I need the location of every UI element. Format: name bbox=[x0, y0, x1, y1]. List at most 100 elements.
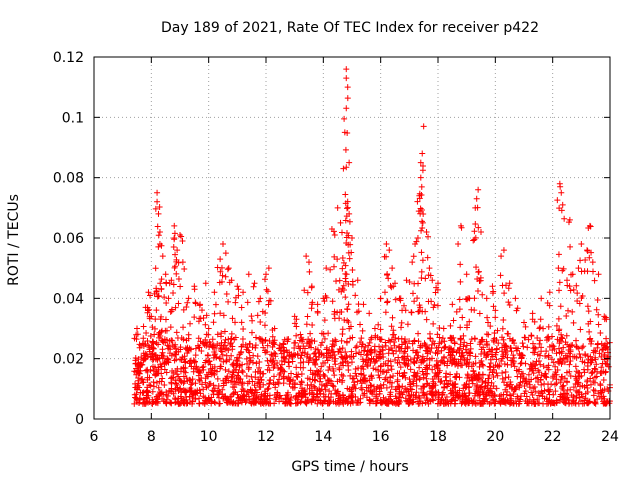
data-point bbox=[545, 352, 552, 359]
data-point bbox=[173, 256, 180, 263]
data-point bbox=[194, 366, 201, 373]
data-point bbox=[576, 300, 583, 307]
data-point bbox=[429, 277, 436, 284]
data-point bbox=[502, 374, 509, 381]
data-point bbox=[229, 384, 236, 391]
data-point bbox=[573, 282, 580, 289]
data-point bbox=[205, 369, 212, 376]
data-point bbox=[155, 293, 162, 300]
x-tick-label: 24 bbox=[601, 429, 619, 445]
data-point bbox=[245, 388, 252, 395]
data-point bbox=[373, 400, 380, 407]
data-point bbox=[555, 265, 562, 272]
data-point bbox=[340, 373, 347, 380]
data-point bbox=[429, 396, 436, 403]
data-point bbox=[246, 354, 253, 361]
data-point bbox=[278, 343, 285, 350]
data-point bbox=[387, 389, 394, 396]
data-point bbox=[257, 336, 264, 343]
data-point bbox=[418, 357, 425, 364]
data-point bbox=[339, 359, 346, 366]
data-point bbox=[484, 382, 491, 389]
data-point bbox=[496, 362, 503, 369]
data-point bbox=[286, 376, 293, 383]
data-point bbox=[381, 376, 388, 383]
data-point bbox=[377, 363, 384, 370]
data-point bbox=[490, 303, 497, 310]
data-point bbox=[180, 324, 187, 331]
data-point bbox=[441, 345, 448, 352]
data-point bbox=[317, 387, 324, 394]
data-point bbox=[293, 400, 300, 407]
data-point bbox=[385, 275, 392, 282]
data-point bbox=[413, 389, 420, 396]
data-point bbox=[229, 315, 236, 322]
data-point bbox=[228, 277, 235, 284]
data-point bbox=[182, 358, 189, 365]
data-point bbox=[530, 370, 537, 377]
data-point bbox=[554, 336, 561, 343]
data-point bbox=[521, 319, 527, 326]
data-point bbox=[443, 394, 450, 401]
data-point bbox=[579, 400, 586, 407]
data-point bbox=[388, 345, 395, 352]
data-point bbox=[190, 365, 197, 372]
data-point bbox=[225, 368, 232, 375]
data-point bbox=[464, 371, 471, 378]
data-point bbox=[434, 371, 441, 378]
data-point bbox=[500, 247, 507, 254]
x-tick-label: 10 bbox=[200, 429, 218, 445]
data-point bbox=[564, 386, 571, 393]
data-point bbox=[196, 400, 203, 407]
data-point bbox=[528, 362, 535, 369]
data-point bbox=[353, 350, 360, 357]
data-point bbox=[298, 352, 305, 359]
data-point bbox=[422, 399, 429, 406]
data-point bbox=[563, 396, 570, 403]
data-point bbox=[585, 399, 592, 406]
data-point bbox=[341, 115, 348, 122]
data-point bbox=[484, 385, 491, 392]
data-point bbox=[570, 286, 577, 293]
data-point bbox=[442, 343, 449, 350]
data-point bbox=[476, 341, 483, 348]
data-point bbox=[211, 289, 218, 296]
axis-ticks bbox=[93, 56, 611, 420]
data-point bbox=[601, 352, 608, 359]
data-point bbox=[513, 382, 520, 389]
data-point bbox=[222, 250, 229, 257]
data-point bbox=[557, 338, 564, 345]
data-point bbox=[456, 296, 463, 303]
data-point bbox=[389, 265, 396, 272]
data-point bbox=[444, 398, 451, 405]
data-point bbox=[133, 365, 140, 372]
data-point bbox=[567, 372, 574, 379]
data-point bbox=[604, 385, 611, 392]
data-point bbox=[344, 306, 351, 313]
data-point bbox=[175, 276, 182, 283]
data-point bbox=[140, 389, 147, 396]
data-point bbox=[420, 374, 427, 381]
data-point bbox=[487, 356, 494, 363]
data-point bbox=[172, 251, 179, 258]
data-point bbox=[407, 396, 414, 403]
data-point bbox=[254, 312, 261, 319]
data-point bbox=[170, 243, 177, 250]
data-point bbox=[274, 390, 281, 397]
data-point bbox=[264, 288, 271, 295]
data-point bbox=[316, 378, 323, 385]
data-point bbox=[346, 210, 353, 217]
data-point bbox=[469, 380, 476, 387]
data-point bbox=[592, 354, 599, 361]
data-point bbox=[282, 395, 289, 402]
data-point bbox=[312, 353, 319, 360]
data-point bbox=[349, 235, 355, 241]
data-point bbox=[276, 398, 283, 405]
data-point bbox=[209, 387, 216, 394]
data-point bbox=[293, 316, 300, 323]
data-point bbox=[546, 289, 553, 296]
data-point bbox=[586, 328, 593, 335]
data-point bbox=[371, 343, 378, 350]
data-point bbox=[321, 372, 328, 379]
data-point bbox=[147, 333, 154, 340]
